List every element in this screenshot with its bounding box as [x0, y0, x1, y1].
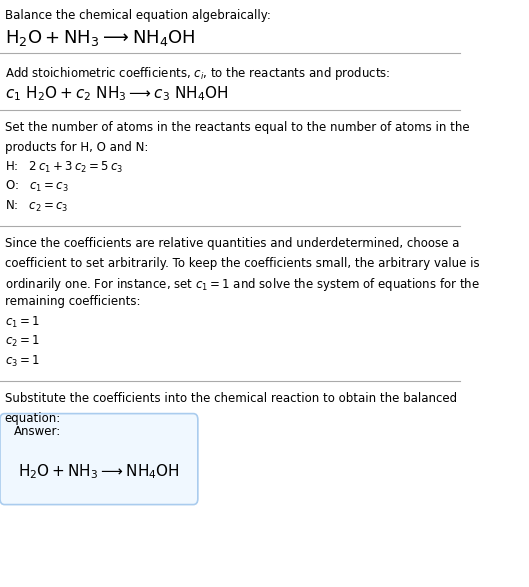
Text: Substitute the coefficients into the chemical reaction to obtain the balanced: Substitute the coefficients into the che…	[5, 392, 457, 406]
Text: equation:: equation:	[5, 411, 61, 425]
Text: remaining coefficients:: remaining coefficients:	[5, 295, 140, 309]
Text: ordinarily one. For instance, set $c_1 = 1$ and solve the system of equations fo: ordinarily one. For instance, set $c_1 =…	[5, 276, 479, 293]
Text: Since the coefficients are relative quantities and underdetermined, choose a: Since the coefficients are relative quan…	[5, 237, 459, 251]
Text: Set the number of atoms in the reactants equal to the number of atoms in the: Set the number of atoms in the reactants…	[5, 121, 469, 134]
Text: Answer:: Answer:	[14, 426, 61, 438]
Text: N:   $c_2 = c_3$: N: $c_2 = c_3$	[5, 198, 68, 214]
Text: $\mathrm{H_2O + NH_3 \longrightarrow NH_4OH}$: $\mathrm{H_2O + NH_3 \longrightarrow NH_…	[18, 463, 180, 481]
Text: products for H, O and N:: products for H, O and N:	[5, 140, 148, 154]
Text: $c_1\ \mathrm{H_2O} + c_2\ \mathrm{NH_3} \longrightarrow c_3\ \mathrm{NH_4OH}$: $c_1\ \mathrm{H_2O} + c_2\ \mathrm{NH_3}…	[5, 85, 228, 103]
Text: coefficient to set arbitrarily. To keep the coefficients small, the arbitrary va: coefficient to set arbitrarily. To keep …	[5, 257, 479, 270]
Text: $c_1 = 1$: $c_1 = 1$	[5, 315, 40, 330]
Text: Add stoichiometric coefficients, $c_i$, to the reactants and products:: Add stoichiometric coefficients, $c_i$, …	[5, 65, 390, 82]
Text: O:   $c_1 = c_3$: O: $c_1 = c_3$	[5, 179, 68, 194]
Text: $c_3 = 1$: $c_3 = 1$	[5, 353, 40, 369]
Text: $\mathrm{H_2O + NH_3 \longrightarrow NH_4OH}$: $\mathrm{H_2O + NH_3 \longrightarrow NH_…	[5, 28, 195, 48]
Text: $c_2 = 1$: $c_2 = 1$	[5, 334, 40, 349]
FancyBboxPatch shape	[0, 414, 198, 505]
Text: Balance the chemical equation algebraically:: Balance the chemical equation algebraica…	[5, 9, 270, 22]
Text: H:   $2\,c_1 + 3\,c_2 = 5\,c_3$: H: $2\,c_1 + 3\,c_2 = 5\,c_3$	[5, 160, 123, 175]
